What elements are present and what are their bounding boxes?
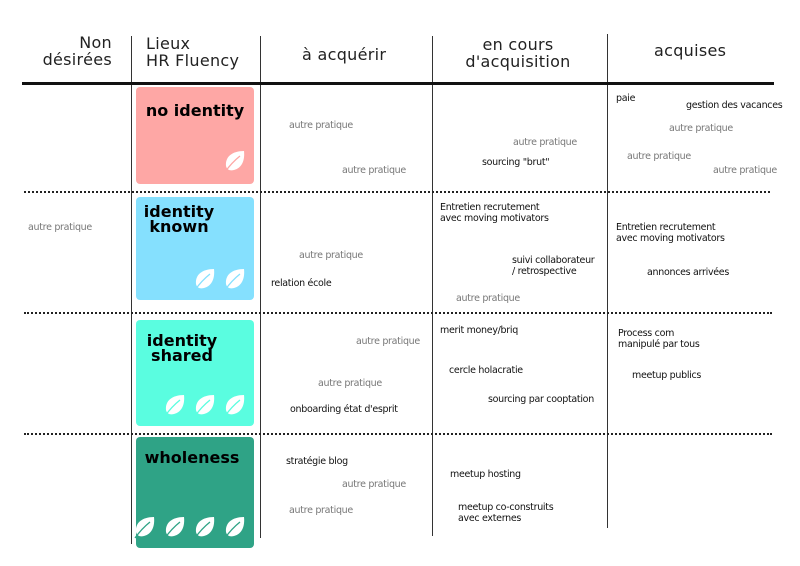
practice-autre: autre pratique bbox=[289, 120, 353, 131]
level-title: identity shared bbox=[146, 331, 218, 365]
practice-annonces-arrivees: annonces arrivées bbox=[647, 267, 730, 278]
practice-entretien-acquises: Entretien recrutement avec moving motiva… bbox=[616, 222, 725, 244]
practice-autre: autre pratique bbox=[513, 137, 577, 148]
practice-line: meetup co-construits bbox=[458, 502, 554, 513]
leaf-icon bbox=[164, 517, 185, 539]
practice-suivi-collaborateur: suivi collaborateur / retrospective bbox=[512, 255, 595, 277]
leaf-icon bbox=[164, 395, 185, 417]
leaf-icon bbox=[134, 517, 155, 539]
header-en-cours: en cours d'acquisition bbox=[458, 36, 578, 70]
practice-autre: autre pratique bbox=[342, 165, 406, 176]
practice-line: Entretien recrutement bbox=[616, 222, 716, 233]
leaf-icon bbox=[194, 517, 215, 539]
practice-autre: autre pratique bbox=[299, 250, 363, 261]
practice-line: / retrospective bbox=[512, 266, 577, 277]
level-card-identity-shared: identity shared bbox=[136, 320, 254, 426]
practice-autre: autre pratique bbox=[289, 505, 353, 516]
practice-autre: autre pratique bbox=[456, 293, 520, 304]
practice-relation-ecole: relation école bbox=[271, 278, 332, 289]
practice-autre: autre pratique bbox=[318, 378, 382, 389]
column-divider-1 bbox=[131, 36, 132, 544]
leaf-group bbox=[188, 266, 248, 292]
leaf-icon bbox=[194, 395, 215, 417]
column-divider-3 bbox=[432, 36, 433, 536]
level-card-no-identity: no identity bbox=[136, 87, 254, 184]
level-title: no identity bbox=[145, 101, 245, 120]
row-divider-1 bbox=[24, 191, 770, 193]
practice-merit-money: merit money/briq bbox=[440, 325, 518, 336]
leaf-icon bbox=[194, 269, 215, 291]
practice-line: avec externes bbox=[458, 513, 522, 524]
header-acquises: acquises bbox=[654, 41, 727, 60]
column-divider-2 bbox=[260, 36, 261, 538]
level-title: wholeness bbox=[144, 448, 240, 467]
practice-onboarding: onboarding état d'esprit bbox=[290, 404, 398, 415]
practice-line: manipulé par tous bbox=[618, 339, 700, 350]
leaf-group bbox=[128, 514, 248, 540]
practice-line: avec moving motivators bbox=[616, 233, 725, 244]
practice-autre: autre pratique bbox=[627, 151, 691, 162]
header-en-cours-line1: en cours bbox=[482, 35, 554, 54]
row-divider-2 bbox=[24, 312, 772, 314]
practice-gestion-vacances: gestion des vacances bbox=[686, 100, 783, 111]
header-non-desirees-line2: désirées bbox=[42, 50, 112, 69]
leaf-icon bbox=[224, 151, 245, 173]
practice-autre: autre pratique bbox=[356, 336, 420, 347]
column-divider-4 bbox=[607, 34, 608, 528]
practice-autre: autre pratique bbox=[28, 222, 92, 233]
leaf-group bbox=[158, 392, 248, 418]
practice-meetup-publics: meetup publics bbox=[632, 370, 702, 381]
leaf-group bbox=[218, 148, 248, 174]
header-non-desirees-line1: Non bbox=[79, 33, 112, 52]
leaf-icon bbox=[224, 395, 245, 417]
leaf-icon bbox=[224, 517, 245, 539]
practice-meetup-co-construits: meetup co-construits avec externes bbox=[458, 502, 554, 524]
practice-autre: autre pratique bbox=[342, 479, 406, 490]
header-en-cours-line2: d'acquisition bbox=[465, 52, 571, 71]
practice-sourcing-brut: sourcing "brut" bbox=[482, 157, 550, 168]
header-a-acquerir: à acquérir bbox=[302, 45, 387, 64]
practice-line: Entretien recrutement bbox=[440, 202, 540, 213]
practice-sourcing-cooptation: sourcing par cooptation bbox=[488, 394, 594, 405]
practice-entretien-en-cours: Entretien recrutement avec moving motiva… bbox=[440, 202, 549, 224]
header-separator bbox=[22, 82, 774, 85]
practice-autre: autre pratique bbox=[713, 165, 777, 176]
practice-process-com: Process com manipulé par tous bbox=[618, 328, 700, 350]
header-lieux-line1: Lieux bbox=[146, 34, 191, 53]
practice-line: avec moving motivators bbox=[440, 213, 549, 224]
practice-line: Process com bbox=[618, 328, 675, 339]
practice-meetup-hosting: meetup hosting bbox=[450, 469, 521, 480]
practice-cercle-holacratie: cercle holacratie bbox=[449, 365, 523, 376]
header-lieux: Lieux HR Fluency bbox=[146, 35, 239, 69]
row-divider-3 bbox=[24, 433, 772, 435]
practice-line: suivi collaborateur bbox=[512, 255, 595, 266]
level-card-wholeness: wholeness bbox=[134, 437, 254, 548]
level-card-identity-known: identity known bbox=[136, 197, 254, 300]
header-lieux-line2: HR Fluency bbox=[146, 51, 240, 70]
level-title: identity known bbox=[143, 202, 215, 236]
practice-paie: paie bbox=[616, 93, 636, 104]
practice-strategie-blog: stratégie blog bbox=[286, 456, 348, 467]
leaf-icon bbox=[224, 269, 245, 291]
practice-autre: autre pratique bbox=[669, 123, 733, 134]
header-non-desirees: Non désirées bbox=[30, 34, 112, 68]
